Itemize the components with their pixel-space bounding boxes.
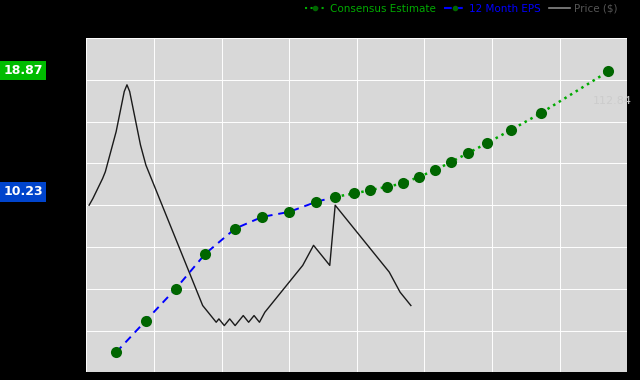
Text: 18.87: 18.87	[3, 64, 43, 77]
Text: 112.84: 112.84	[593, 96, 632, 106]
Text: 10.23: 10.23	[3, 185, 43, 198]
Legend: Consensus Estimate, 12 Month EPS, Price ($): Consensus Estimate, 12 Month EPS, Price …	[301, 0, 622, 18]
